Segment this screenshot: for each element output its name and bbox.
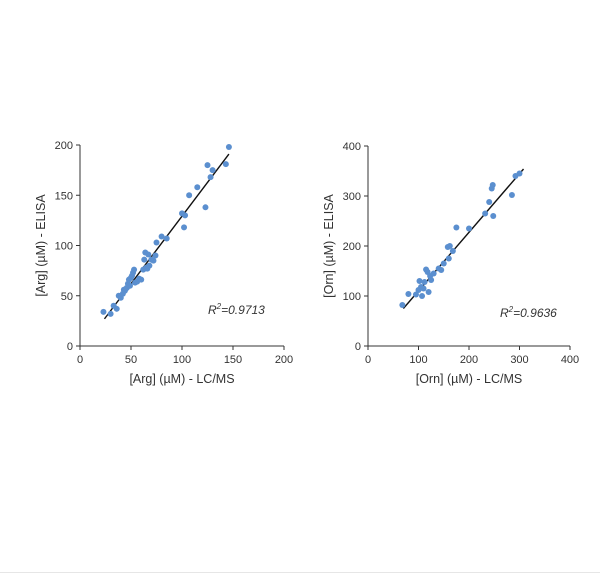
orn-x-axis-title: [Orn] (µM) - LC/MS xyxy=(416,372,523,386)
orn-y-axis-title: [Orn] (µM) - ELISA xyxy=(322,193,336,297)
orn-x-tick-label-2: 200 xyxy=(460,354,478,366)
arg-y-axis-title: [Arg] (µM) - ELISA xyxy=(34,194,48,297)
arg-y-tick-label-2: 100 xyxy=(55,241,73,253)
orn-data-point-6 xyxy=(419,293,426,299)
arg-y-tick-label-3: 150 xyxy=(55,190,73,202)
orn-y-tick-label-2: 200 xyxy=(343,241,361,253)
orn-data-point-27 xyxy=(489,182,496,188)
arg-data-point-21 xyxy=(138,276,145,283)
orn-x-tick-label-1: 100 xyxy=(409,354,427,366)
orn-data-point-2 xyxy=(412,291,419,298)
orn-data-point-24 xyxy=(482,210,489,217)
arg-chart: 0 50 100 150 200 0 50 100 150 200 [Arg] (µM) - LC/… xyxy=(34,140,293,386)
arg-data-point-39 xyxy=(194,184,201,191)
arg-data-point-0 xyxy=(100,308,107,315)
arg-data-point-36 xyxy=(181,224,188,231)
orn-data-point-19 xyxy=(445,255,452,262)
orn-data-point-20 xyxy=(446,243,453,249)
arg-data-point-30 xyxy=(150,257,157,264)
orn-data-point-29 xyxy=(508,192,515,198)
orn-y-tick-label-0: 0 xyxy=(355,341,361,353)
orn-x-tick-label-4: 400 xyxy=(561,354,579,366)
orn-data-point-25 xyxy=(486,199,493,205)
arg-data-point-43 xyxy=(209,167,216,174)
arg-data-point-28 xyxy=(146,262,153,269)
arg-data-point-3 xyxy=(113,305,120,312)
arg-x-tick-label-1: 50 xyxy=(125,354,137,366)
arg-data-point-37 xyxy=(182,212,189,219)
arg-x-tick-label-3: 150 xyxy=(224,354,242,366)
orn-x-tick-label-3: 300 xyxy=(510,354,528,366)
arg-data-point-41 xyxy=(204,162,211,169)
arg-data-point-44 xyxy=(222,161,229,168)
arg-data-point-34 xyxy=(163,235,170,242)
orn-r-squared-label: R2=0.9636 xyxy=(500,305,557,320)
orn-data-point-23 xyxy=(466,225,472,232)
arg-data-point-1 xyxy=(107,310,114,317)
orn-data-point-0 xyxy=(399,302,406,308)
arg-data-point-40 xyxy=(202,204,209,211)
orn-data-point-22 xyxy=(453,224,460,231)
orn-data-point-14 xyxy=(430,270,437,277)
arg-y-tick-label-0: 0 xyxy=(67,341,73,353)
orn-data-point-28 xyxy=(490,213,497,219)
orn-data-point-11 xyxy=(425,289,432,295)
arg-data-point-31 xyxy=(152,252,159,259)
orn-y-tick-label-3: 300 xyxy=(343,191,361,203)
arg-data-point-27 xyxy=(145,251,152,258)
orn-x-tick-label-0: 0 xyxy=(365,354,371,366)
orn-data-point-16 xyxy=(438,267,445,273)
arg-y-tick-label-4: 200 xyxy=(55,140,73,152)
arg-data-point-32 xyxy=(153,239,160,246)
arg-x-tick-label-4: 200 xyxy=(275,354,293,366)
orn-data-point-13 xyxy=(428,277,435,283)
arg-x-tick-label-2: 100 xyxy=(173,354,191,366)
orn-data-point-7 xyxy=(420,285,427,292)
arg-data-point-17 xyxy=(131,266,138,273)
arg-data-point-38 xyxy=(186,192,193,199)
arg-data-point-45 xyxy=(225,144,232,151)
orn-data-point-17 xyxy=(440,260,447,267)
bottom-divider xyxy=(0,572,600,573)
orn-y-tick-label-4: 400 xyxy=(343,141,361,153)
orn-data-point-4 xyxy=(416,278,423,284)
orn-y-tick-label-1: 100 xyxy=(343,291,361,303)
arg-y-tick-label-1: 50 xyxy=(61,291,73,303)
arg-data-point-33 xyxy=(158,233,165,240)
arg-x-axis-title: [Arg] (µM) - LC/MS xyxy=(129,372,234,386)
orn-data-point-1 xyxy=(405,291,412,297)
orn-chart: 0 100 200 300 400 0 100 200 300 400 [Orn] (µM) - L… xyxy=(322,141,579,386)
arg-data-point-13 xyxy=(126,282,133,289)
arg-r-squared-label: R2=0.9713 xyxy=(208,302,265,317)
arg-x-tick-label-0: 0 xyxy=(77,354,83,366)
arg-data-point-23 xyxy=(141,256,148,263)
orn-data-point-21 xyxy=(449,248,456,254)
arg-data-point-42 xyxy=(207,174,214,181)
orn-data-point-31 xyxy=(516,170,523,177)
orn-data-point-8 xyxy=(421,279,428,285)
